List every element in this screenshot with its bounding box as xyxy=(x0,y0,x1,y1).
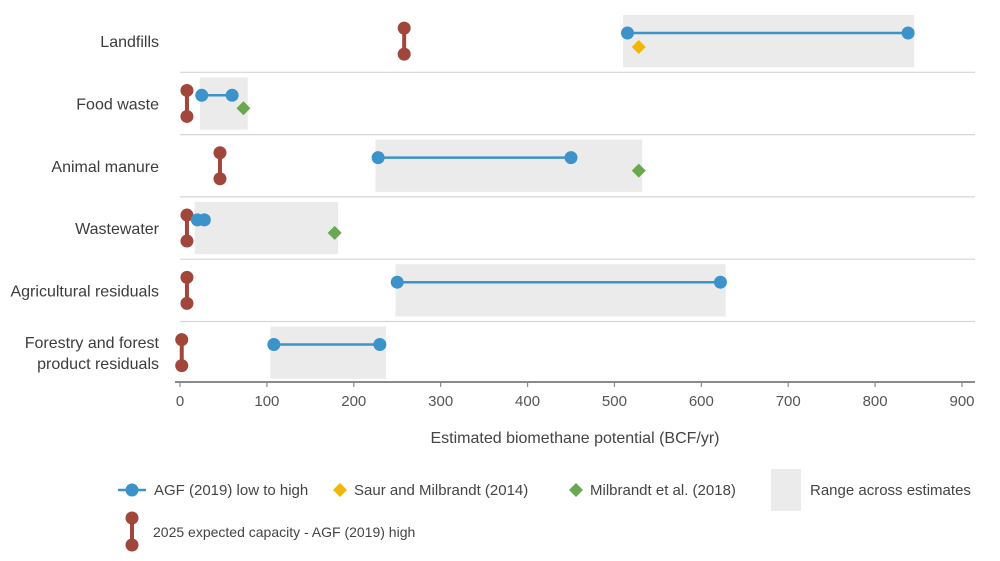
milbrandt-diamond-animal-manure xyxy=(631,163,646,178)
category-label-animal-manure: Animal manure xyxy=(51,159,159,176)
milbrandt-diamond-food-waste xyxy=(236,101,251,116)
legend-expected-pin xyxy=(125,511,139,552)
agf-high-dot-landfills xyxy=(901,26,915,40)
row-separators xyxy=(180,71,975,323)
agf-high-dot-wastewater xyxy=(197,213,211,227)
legend-saur-diamond xyxy=(333,483,347,497)
legend-item-milbrandt: Milbrandt et al. (2018) xyxy=(569,482,736,499)
expected-capacity-food-waste xyxy=(180,83,194,123)
x-tick-label: 600 xyxy=(689,393,714,410)
expected-capacity-dot-top xyxy=(180,83,194,97)
legend-range-label: Range across estimates xyxy=(810,482,971,499)
legend-item-expected: 2025 expected capacity - AGF (2019) high xyxy=(125,511,415,552)
expected-capacity-dot-top xyxy=(213,146,227,160)
expected-capacity-dot-top xyxy=(125,511,139,525)
legend-item-saur: Saur and Milbrandt (2014) xyxy=(333,482,528,499)
category-label-line: Food waste xyxy=(76,96,159,113)
legend-item-agf: AGF (2019) low to high xyxy=(118,482,308,499)
range-box-wastewater xyxy=(194,201,339,255)
category-label-line: Wastewater xyxy=(75,221,160,238)
category-label-line: Animal manure xyxy=(51,159,159,176)
expected-capacity-dot-bottom xyxy=(397,47,411,61)
category-label-food-waste: Food waste xyxy=(76,96,159,113)
expected-capacity-dot-bottom xyxy=(213,172,227,186)
range-box-food-waste xyxy=(199,77,248,130)
expected-capacity-animal-manure xyxy=(213,146,227,186)
category-labels: Landfills Food waste Animal manure Wastewat… xyxy=(10,34,159,373)
agf-low-dot-animal-manure xyxy=(371,151,385,165)
legend-range-swatch xyxy=(771,469,801,511)
x-tick-label: 100 xyxy=(254,393,279,410)
agf-low-dot-agricultural-residuals xyxy=(390,275,404,289)
x-tick-label: 300 xyxy=(428,393,453,410)
legend-saur-label: Saur and Milbrandt (2014) xyxy=(354,482,528,499)
data-marks xyxy=(175,21,915,373)
range-box-agricultural-residuals xyxy=(395,264,726,317)
x-tick-label: 0 xyxy=(176,393,184,410)
category-label-line: Agricultural residuals xyxy=(10,283,159,300)
expected-capacity-wastewater xyxy=(180,208,194,248)
expected-capacity-dot-bottom xyxy=(175,359,189,373)
expected-capacity-dot-bottom xyxy=(180,296,194,310)
expected-capacity-agricultural-residuals xyxy=(180,270,194,310)
expected-capacity-dot-bottom xyxy=(180,234,194,248)
agf-high-dot-forestry-and-forest-product-residuals xyxy=(373,338,387,351)
range-box-forestry-and-forest-product-residuals xyxy=(270,326,386,379)
legend-milbrandt-diamond xyxy=(569,483,583,497)
category-label-line: product residuals xyxy=(37,356,159,373)
expected-capacity-dot-top xyxy=(180,270,194,284)
agf-high-dot-agricultural-residuals xyxy=(713,275,727,289)
range-box-animal-manure xyxy=(375,139,643,192)
agf-high-dot-food-waste xyxy=(225,88,239,102)
category-label-forestry-and-forest-product-residuals: Forestry and forest product residuals xyxy=(25,335,160,373)
legend-expected-label: 2025 expected capacity - AGF (2019) high xyxy=(153,524,415,540)
x-tick-label: 400 xyxy=(515,393,540,410)
expected-capacity-dot-top xyxy=(397,21,411,35)
expected-capacity-forestry-and-forest-product-residuals xyxy=(175,333,189,373)
range-box-landfills xyxy=(623,15,915,68)
expected-capacity-dot-top xyxy=(175,333,189,347)
legend: AGF (2019) low to high Saur and Milbrandt… xyxy=(118,469,971,552)
range-boxes xyxy=(194,15,915,379)
milbrandt-diamond-wastewater xyxy=(327,225,342,240)
category-label-line: Forestry and forest xyxy=(25,335,160,352)
agf-low-dot-forestry-and-forest-product-residuals xyxy=(267,338,281,351)
x-tick-label: 700 xyxy=(776,393,801,410)
expected-capacity-dot-bottom xyxy=(180,109,194,123)
legend-item-range: Range across estimates xyxy=(771,469,971,511)
expected-capacity-dot-top xyxy=(180,208,194,222)
legend-agf-label: AGF (2019) low to high xyxy=(154,482,308,499)
legend-agf-dot xyxy=(125,483,139,497)
category-label-line: Landfills xyxy=(100,34,159,51)
agf-high-dot-animal-manure xyxy=(564,151,578,165)
category-label-agricultural-residuals: Agricultural residuals xyxy=(10,283,159,300)
x-tick-label: 500 xyxy=(602,393,627,410)
x-tick-label: 800 xyxy=(863,393,888,410)
category-label-wastewater: Wastewater xyxy=(75,221,160,238)
x-axis: 0 100 200 300 400 500 600 700 800 900 xyxy=(175,381,975,410)
legend-milbrandt-label: Milbrandt et al. (2018) xyxy=(590,482,736,499)
expected-capacity-dot-bottom xyxy=(125,538,139,552)
x-axis-title: Estimated biomethane potential (BCF/yr) xyxy=(430,430,719,447)
expected-capacity-landfills xyxy=(397,21,411,61)
saur-diamond-landfills xyxy=(631,40,646,54)
agf-low-dot-landfills xyxy=(620,26,634,40)
agf-low-dot-food-waste xyxy=(195,88,209,102)
category-label-landfills: Landfills xyxy=(100,34,159,51)
x-tick-label: 200 xyxy=(341,393,366,410)
x-tick-label: 900 xyxy=(949,393,974,410)
